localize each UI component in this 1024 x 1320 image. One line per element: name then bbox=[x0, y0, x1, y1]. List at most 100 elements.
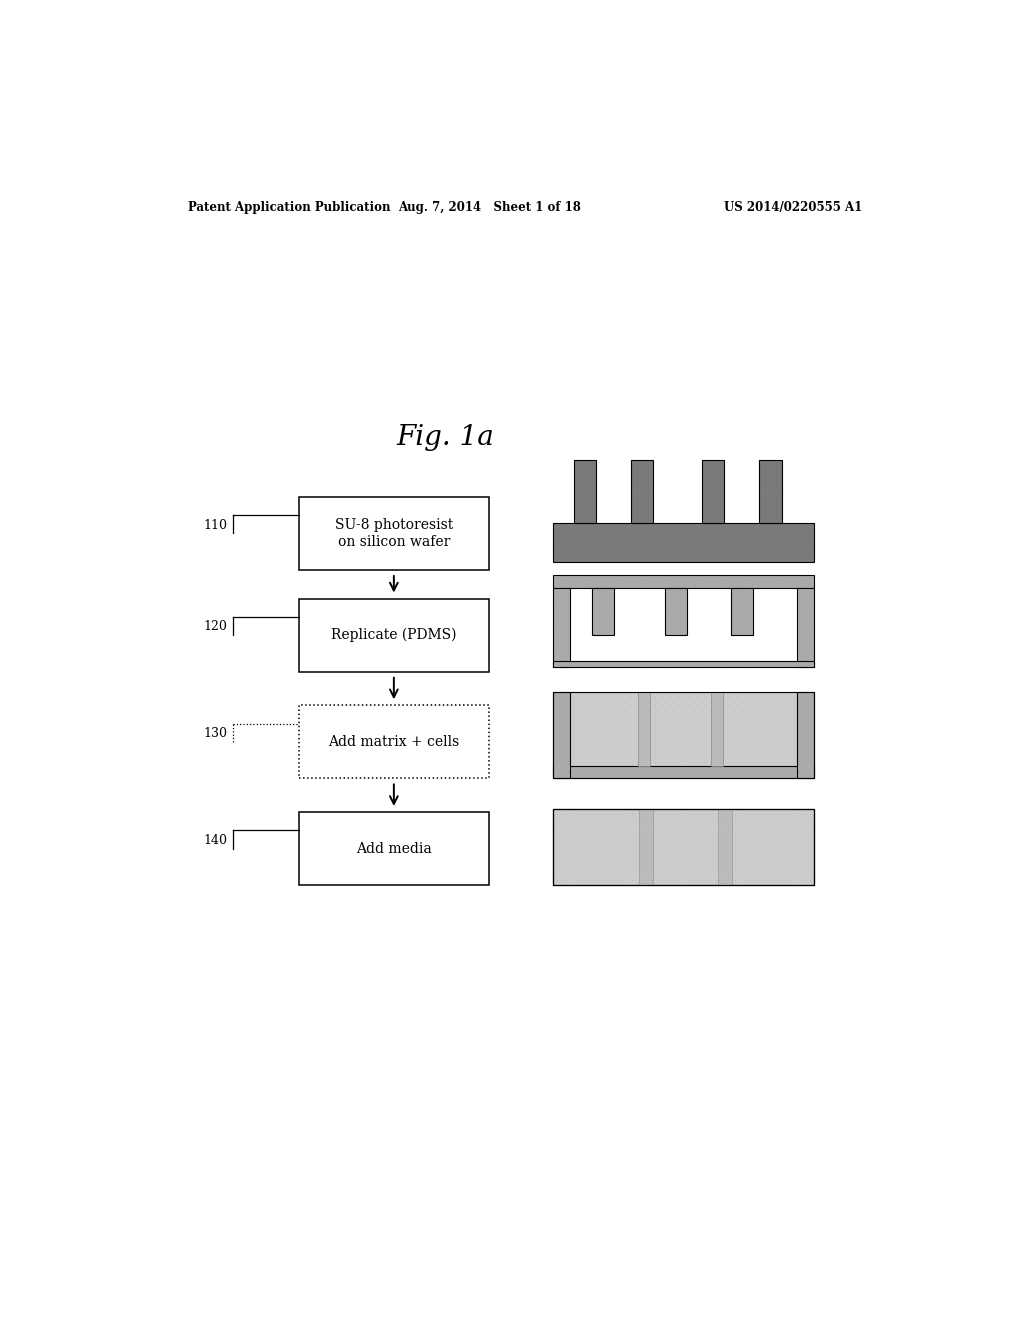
Point bbox=[652, 574, 669, 595]
Point bbox=[607, 652, 624, 673]
Point bbox=[631, 735, 647, 756]
Point bbox=[687, 764, 703, 785]
Point bbox=[801, 519, 817, 540]
Point bbox=[793, 832, 809, 853]
Point bbox=[631, 685, 647, 706]
Point bbox=[695, 727, 712, 748]
Point bbox=[708, 841, 724, 862]
Point bbox=[728, 694, 744, 715]
Bar bbox=[553, 809, 814, 886]
Point bbox=[640, 466, 656, 487]
Point bbox=[712, 735, 728, 756]
Point bbox=[633, 803, 649, 824]
Point bbox=[549, 700, 565, 721]
Point bbox=[618, 568, 635, 589]
Point bbox=[761, 702, 777, 723]
Point bbox=[652, 841, 669, 862]
Point bbox=[711, 532, 727, 553]
Point bbox=[728, 702, 744, 723]
Point bbox=[698, 568, 715, 589]
Point bbox=[793, 803, 809, 824]
Point bbox=[557, 597, 573, 618]
Point bbox=[618, 652, 635, 673]
Point bbox=[778, 764, 795, 785]
Point bbox=[639, 751, 655, 772]
Point bbox=[571, 507, 588, 528]
Point bbox=[640, 455, 656, 477]
Point bbox=[802, 700, 818, 721]
Point bbox=[783, 851, 800, 873]
Point bbox=[743, 764, 760, 785]
Point bbox=[751, 545, 767, 566]
Point bbox=[549, 713, 565, 734]
Point bbox=[639, 710, 655, 731]
Point bbox=[647, 702, 664, 723]
Point bbox=[792, 545, 808, 566]
Point bbox=[743, 759, 760, 780]
Bar bbox=[701, 461, 724, 523]
Point bbox=[790, 655, 806, 676]
Point bbox=[718, 803, 734, 824]
Point bbox=[607, 568, 624, 589]
Point bbox=[571, 477, 588, 498]
Point bbox=[623, 718, 639, 739]
Point bbox=[664, 759, 680, 780]
Point bbox=[558, 822, 574, 843]
Point bbox=[721, 568, 737, 589]
Point bbox=[757, 487, 773, 508]
Point bbox=[582, 477, 598, 498]
Text: Replicate (PDMS): Replicate (PDMS) bbox=[331, 628, 457, 643]
Point bbox=[623, 685, 639, 706]
Point bbox=[766, 568, 782, 589]
Point bbox=[679, 751, 695, 772]
Point bbox=[671, 861, 687, 882]
Point bbox=[614, 735, 631, 756]
Point bbox=[728, 619, 744, 640]
Point bbox=[630, 655, 646, 676]
Point bbox=[744, 694, 761, 715]
Text: Aug. 7, 2014   Sheet 1 of 18: Aug. 7, 2014 Sheet 1 of 18 bbox=[397, 201, 581, 214]
Point bbox=[596, 822, 612, 843]
Point bbox=[736, 735, 753, 756]
Point bbox=[663, 583, 679, 605]
Point bbox=[736, 861, 753, 882]
Point bbox=[720, 702, 736, 723]
Point bbox=[766, 655, 782, 676]
Bar bbox=[711, 692, 723, 767]
Point bbox=[712, 743, 728, 764]
Bar bbox=[731, 587, 753, 635]
Point bbox=[550, 574, 566, 595]
Bar bbox=[639, 809, 653, 886]
Point bbox=[578, 870, 594, 891]
Point bbox=[582, 702, 598, 723]
Bar bbox=[569, 692, 798, 767]
Point bbox=[671, 822, 687, 843]
Point bbox=[585, 568, 601, 589]
Point bbox=[618, 655, 635, 676]
Point bbox=[745, 861, 762, 882]
Point bbox=[790, 652, 806, 673]
Point bbox=[676, 655, 692, 676]
Point bbox=[679, 702, 695, 723]
Point bbox=[764, 870, 780, 891]
Point bbox=[633, 851, 649, 873]
Bar bbox=[798, 587, 814, 667]
Point bbox=[652, 813, 669, 834]
Point bbox=[618, 764, 635, 785]
Point bbox=[801, 655, 817, 676]
Point bbox=[550, 655, 566, 676]
Point bbox=[751, 532, 767, 553]
Point bbox=[727, 851, 743, 873]
Point bbox=[720, 685, 736, 706]
Point bbox=[801, 574, 817, 595]
Point bbox=[755, 759, 771, 780]
Text: Patent Application Publication: Patent Application Publication bbox=[187, 201, 390, 214]
Point bbox=[778, 652, 795, 673]
Point bbox=[572, 568, 589, 589]
Point bbox=[664, 718, 680, 739]
Point bbox=[699, 466, 716, 487]
Point bbox=[766, 764, 782, 785]
Point bbox=[561, 764, 578, 785]
Point bbox=[630, 764, 646, 785]
Point bbox=[740, 545, 757, 566]
